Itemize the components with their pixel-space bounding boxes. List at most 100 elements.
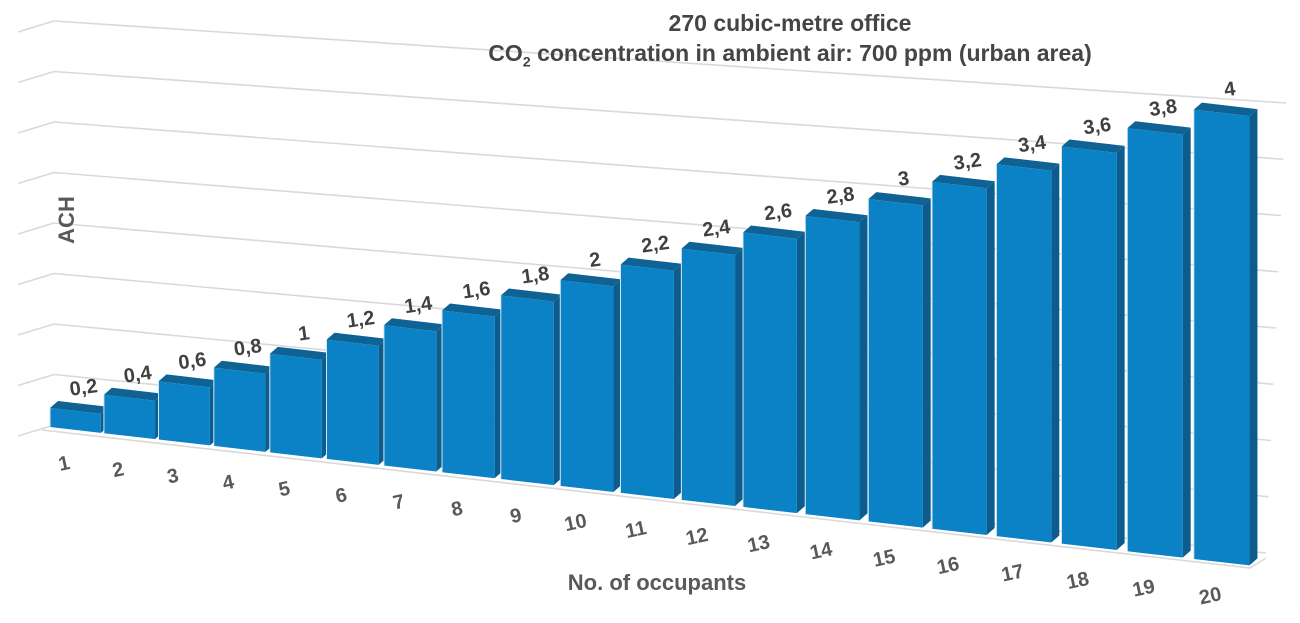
bars-layer bbox=[49, 102, 1258, 566]
x-tick-label: 15 bbox=[871, 546, 897, 572]
x-tick-label: 16 bbox=[935, 553, 961, 579]
bar-top-face bbox=[681, 241, 744, 255]
bar-side-face bbox=[1116, 145, 1125, 551]
data-label: 2 bbox=[588, 249, 602, 272]
bar-top-face bbox=[932, 174, 995, 189]
gridline-stub bbox=[17, 323, 55, 336]
x-tick-label: 9 bbox=[508, 504, 523, 528]
data-label: 0,4 bbox=[122, 362, 153, 388]
x-tick-label: 20 bbox=[1197, 583, 1223, 609]
bar-front-face bbox=[560, 280, 614, 492]
bar-front-face bbox=[269, 353, 322, 459]
bar-front-face bbox=[1127, 128, 1183, 558]
bar-front-face bbox=[213, 367, 266, 452]
bar bbox=[1193, 102, 1258, 566]
chart-title: 270 cubic-metre office CO2 concentration… bbox=[488, 8, 1092, 73]
gridline-stub bbox=[17, 272, 55, 286]
y-axis-title: ACH bbox=[54, 196, 79, 244]
x-tick-label: 10 bbox=[562, 510, 588, 536]
x-tick-label: 5 bbox=[277, 478, 292, 502]
bar bbox=[383, 318, 445, 472]
bar-side-face bbox=[859, 215, 868, 521]
bar-top-face bbox=[560, 273, 622, 287]
bar-side-face bbox=[735, 247, 744, 507]
x-tick-label: 19 bbox=[1131, 576, 1157, 602]
bar-side-face bbox=[922, 198, 931, 528]
x-tick-label: 1 bbox=[56, 452, 71, 476]
bar bbox=[995, 157, 1060, 543]
bar bbox=[931, 174, 995, 536]
x-tick-label: 8 bbox=[449, 497, 464, 521]
x-tick-label: 11 bbox=[623, 517, 648, 543]
bar-side-face bbox=[986, 181, 995, 536]
bar-front-face bbox=[932, 181, 987, 536]
data-label: 3,4 bbox=[1017, 131, 1048, 157]
x-tick-label: 7 bbox=[391, 491, 406, 515]
bar-top-face bbox=[213, 360, 274, 374]
chart-title-line-1: 270 cubic-metre office bbox=[668, 10, 912, 36]
bar-front-face bbox=[50, 407, 101, 433]
x-tick-label: 17 bbox=[999, 560, 1025, 586]
bar-side-face bbox=[673, 263, 682, 499]
bar-top-face bbox=[500, 288, 562, 302]
bar bbox=[804, 208, 868, 521]
bar bbox=[213, 360, 274, 452]
bar bbox=[49, 400, 109, 433]
bar-front-face bbox=[326, 339, 379, 465]
gridline-stub bbox=[17, 171, 55, 185]
gridline-stub bbox=[17, 222, 55, 235]
x-tick-label: 2 bbox=[110, 458, 125, 482]
bar bbox=[867, 192, 931, 528]
bar-front-face bbox=[383, 325, 437, 472]
bar bbox=[559, 273, 622, 492]
bar bbox=[441, 303, 503, 479]
x-tick-label: 4 bbox=[221, 471, 237, 495]
bar bbox=[103, 387, 164, 440]
bar-front-face bbox=[1193, 109, 1250, 566]
data-label: 0,6 bbox=[177, 349, 208, 375]
bar-side-face bbox=[1051, 163, 1060, 543]
data-label: 2,8 bbox=[825, 183, 856, 209]
bar-side-face bbox=[796, 231, 805, 514]
gridline-stub bbox=[17, 121, 55, 134]
chart-title-line-2: CO2 concentration in ambient air: 700 pp… bbox=[488, 40, 1092, 71]
data-label: 1,2 bbox=[345, 307, 376, 333]
data-label: 4 bbox=[1223, 78, 1238, 101]
bar bbox=[1061, 139, 1125, 551]
bar-front-face bbox=[868, 199, 923, 528]
bar bbox=[620, 257, 682, 499]
data-label: 1,8 bbox=[520, 263, 551, 289]
bar-front-face bbox=[681, 248, 736, 507]
bar-side-face bbox=[613, 279, 622, 492]
data-label: 1,4 bbox=[403, 292, 434, 318]
bar bbox=[500, 288, 562, 486]
bar bbox=[269, 346, 330, 459]
bar bbox=[680, 241, 744, 507]
data-label: 0,8 bbox=[232, 335, 263, 361]
data-labels-layer: 0,2 0,4 0,6 0,8 1 1,2 1,4 1,6 1,8 2 2,2 2,4 2,6 2,8 3 3… bbox=[68, 78, 1237, 401]
x-axis-title: No. of occupants bbox=[568, 570, 746, 595]
data-label: 3 bbox=[897, 167, 911, 190]
x-tick-label: 6 bbox=[334, 484, 349, 508]
bar-front-face bbox=[500, 295, 554, 486]
bar-front-face bbox=[996, 164, 1052, 543]
bar-front-face bbox=[442, 310, 495, 479]
bar-side-face bbox=[1182, 127, 1191, 558]
bar-top-face bbox=[1061, 139, 1125, 153]
bar-top-face bbox=[620, 257, 682, 271]
bar-top-face bbox=[996, 157, 1060, 171]
x-tick-label: 13 bbox=[746, 531, 772, 557]
bar-front-face bbox=[805, 215, 860, 521]
bar-front-face bbox=[158, 381, 210, 446]
bar-top-face bbox=[269, 346, 330, 360]
data-label: 1 bbox=[297, 322, 311, 345]
bar-side-face bbox=[553, 294, 562, 486]
data-label: 0,2 bbox=[68, 375, 99, 401]
bar-side-face bbox=[1249, 109, 1258, 566]
bar-top-face bbox=[383, 318, 445, 332]
bar bbox=[742, 225, 805, 514]
gridline bbox=[53, 20, 1287, 104]
bar-front-face bbox=[103, 394, 156, 440]
